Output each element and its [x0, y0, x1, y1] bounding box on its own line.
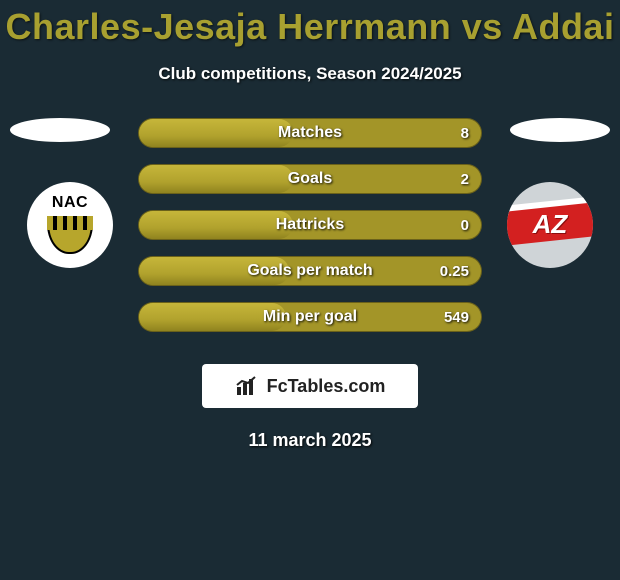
stat-bar-value: 0.25 — [440, 257, 469, 285]
stat-bar-value: 549 — [444, 303, 469, 331]
club-badge-left: NAC — [27, 182, 113, 268]
stat-bar: Min per goal 549 — [138, 302, 482, 332]
branding-text: FcTables.com — [267, 376, 386, 397]
club-badge-right: AZ — [507, 182, 593, 268]
az-badge-icon: AZ — [512, 187, 588, 263]
page-title: Charles-Jesaja Herrmann vs Addai — [0, 0, 620, 48]
stat-bar: Goals 2 — [138, 164, 482, 194]
stat-bar: Hattricks 0 — [138, 210, 482, 240]
stat-bar-value: 8 — [461, 119, 469, 147]
branding-box[interactable]: FcTables.com — [202, 364, 418, 408]
stat-bars: Matches 8 Goals 2 Hattricks 0 Goals per … — [138, 118, 482, 348]
nac-badge-icon: NAC — [35, 190, 105, 260]
stat-bar-value: 0 — [461, 211, 469, 239]
stat-bar-label: Matches — [139, 119, 481, 147]
stats-area: NAC AZ Matches 8 Goals 2 Hattricks 0 — [0, 118, 620, 348]
nac-badge-label: NAC — [35, 194, 105, 212]
stat-bar-label: Hattricks — [139, 211, 481, 239]
stat-bar-value: 2 — [461, 165, 469, 193]
stat-bar-label: Min per goal — [139, 303, 481, 331]
player-left-marker — [10, 118, 110, 142]
player-right-marker — [510, 118, 610, 142]
page-subtitle: Club competitions, Season 2024/2025 — [0, 64, 620, 84]
stat-bar-label: Goals per match — [139, 257, 481, 285]
date-label: 11 march 2025 — [0, 430, 620, 451]
bar-chart-icon — [235, 375, 261, 397]
az-badge-label: AZ — [512, 209, 588, 240]
stat-bar: Goals per match 0.25 — [138, 256, 482, 286]
stat-bar: Matches 8 — [138, 118, 482, 148]
stat-bar-label: Goals — [139, 165, 481, 193]
